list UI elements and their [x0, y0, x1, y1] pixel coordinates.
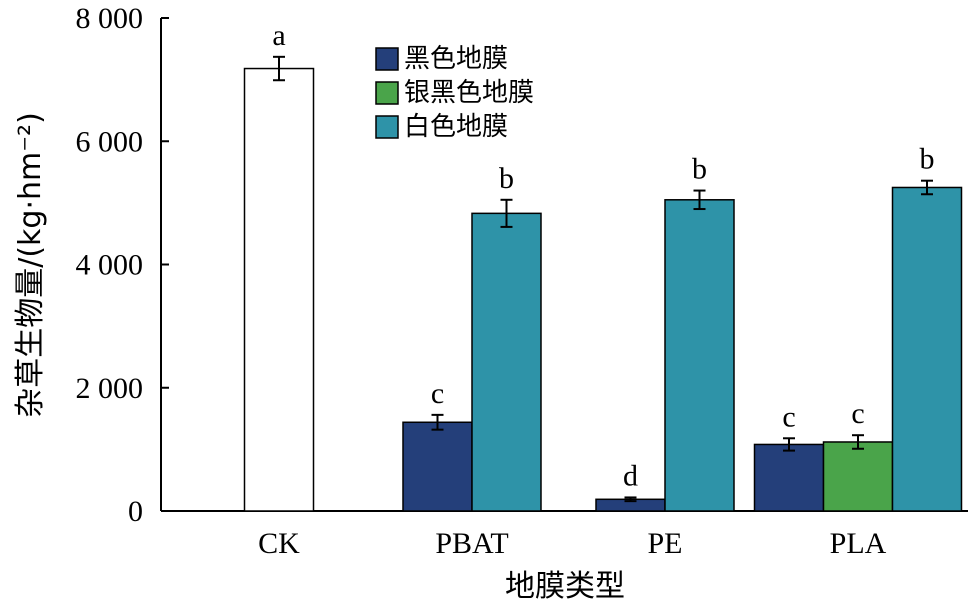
- x-tick-label: PE: [647, 527, 682, 560]
- y-ticks: 0 2 000 4 000 6 000 8 000: [76, 2, 169, 528]
- significance-letter: c: [431, 377, 444, 410]
- significance-letter: b: [499, 162, 514, 195]
- legend-swatch: [375, 47, 399, 71]
- legend-swatch: [375, 115, 399, 139]
- x-axis-title: 地膜类型: [505, 569, 625, 604]
- bar-pbat-3: [471, 212, 542, 512]
- x-tick-label: PBAT: [435, 527, 508, 560]
- legend-swatch: [375, 81, 399, 105]
- bars: [243, 67, 963, 512]
- significance-letters: a c b d b c c b: [272, 19, 934, 493]
- y-tick-label: 8 000: [76, 2, 144, 35]
- legend-label: 黑色地膜: [404, 44, 508, 74]
- y-tick-label: 0: [128, 495, 143, 528]
- bar-pla-2: [822, 441, 894, 512]
- legend-label: 银黑色地膜: [404, 78, 534, 108]
- y-tick-label: 2 000: [76, 372, 144, 405]
- bar-pbat-1: [402, 421, 473, 512]
- bar-pla-1: [753, 443, 825, 512]
- significance-letter: c: [782, 400, 795, 433]
- bar-pe-3: [664, 199, 735, 512]
- bar-ck-0: [243, 67, 315, 512]
- x-tick-label: CK: [258, 527, 300, 560]
- y-tick-label: 4 000: [76, 249, 144, 282]
- y-axis-title: 杂草生物量/(kg·hm⁻²): [13, 112, 48, 418]
- error-bars: [273, 55, 933, 503]
- legend-label: 白色地膜: [404, 112, 508, 142]
- significance-letter: b: [920, 143, 935, 176]
- x-tick-label: PLA: [830, 527, 887, 560]
- significance-letter: b: [692, 153, 707, 186]
- significance-letter: d: [623, 459, 638, 492]
- significance-letter: c: [851, 397, 864, 430]
- bar-pla-3: [891, 186, 963, 512]
- x-tick-labels: CK PBAT PE PLA: [258, 527, 887, 560]
- significance-letter: a: [272, 19, 285, 52]
- y-tick-label: 6 000: [76, 125, 144, 158]
